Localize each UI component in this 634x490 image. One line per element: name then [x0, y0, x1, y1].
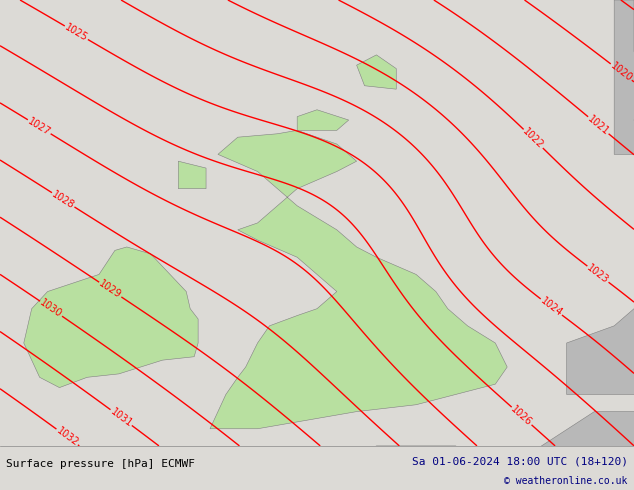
Text: 1023: 1023: [585, 263, 611, 286]
Text: 1020: 1020: [609, 61, 634, 83]
Text: Sa 01-06-2024 18:00 UTC (18+120): Sa 01-06-2024 18:00 UTC (18+120): [411, 456, 628, 466]
Text: 1027: 1027: [26, 116, 53, 138]
Text: 1024: 1024: [538, 295, 564, 318]
Polygon shape: [178, 161, 206, 189]
Polygon shape: [297, 110, 349, 130]
Polygon shape: [210, 130, 507, 429]
Text: Surface pressure [hPa] ECMWF: Surface pressure [hPa] ECMWF: [6, 459, 195, 468]
Polygon shape: [257, 412, 634, 490]
Polygon shape: [356, 55, 396, 89]
Text: 1031: 1031: [108, 406, 134, 429]
Text: 1030: 1030: [38, 297, 64, 320]
Text: 1021: 1021: [586, 114, 611, 137]
Text: 1028: 1028: [50, 189, 76, 211]
Text: 1025: 1025: [63, 22, 89, 43]
Text: © weatheronline.co.uk: © weatheronline.co.uk: [504, 476, 628, 486]
Text: 1026: 1026: [509, 404, 534, 428]
Text: 1029: 1029: [97, 279, 123, 300]
Text: 1022: 1022: [521, 126, 546, 151]
Polygon shape: [567, 309, 634, 394]
Polygon shape: [23, 247, 198, 388]
Text: 1032: 1032: [55, 426, 80, 448]
Polygon shape: [614, 0, 634, 154]
